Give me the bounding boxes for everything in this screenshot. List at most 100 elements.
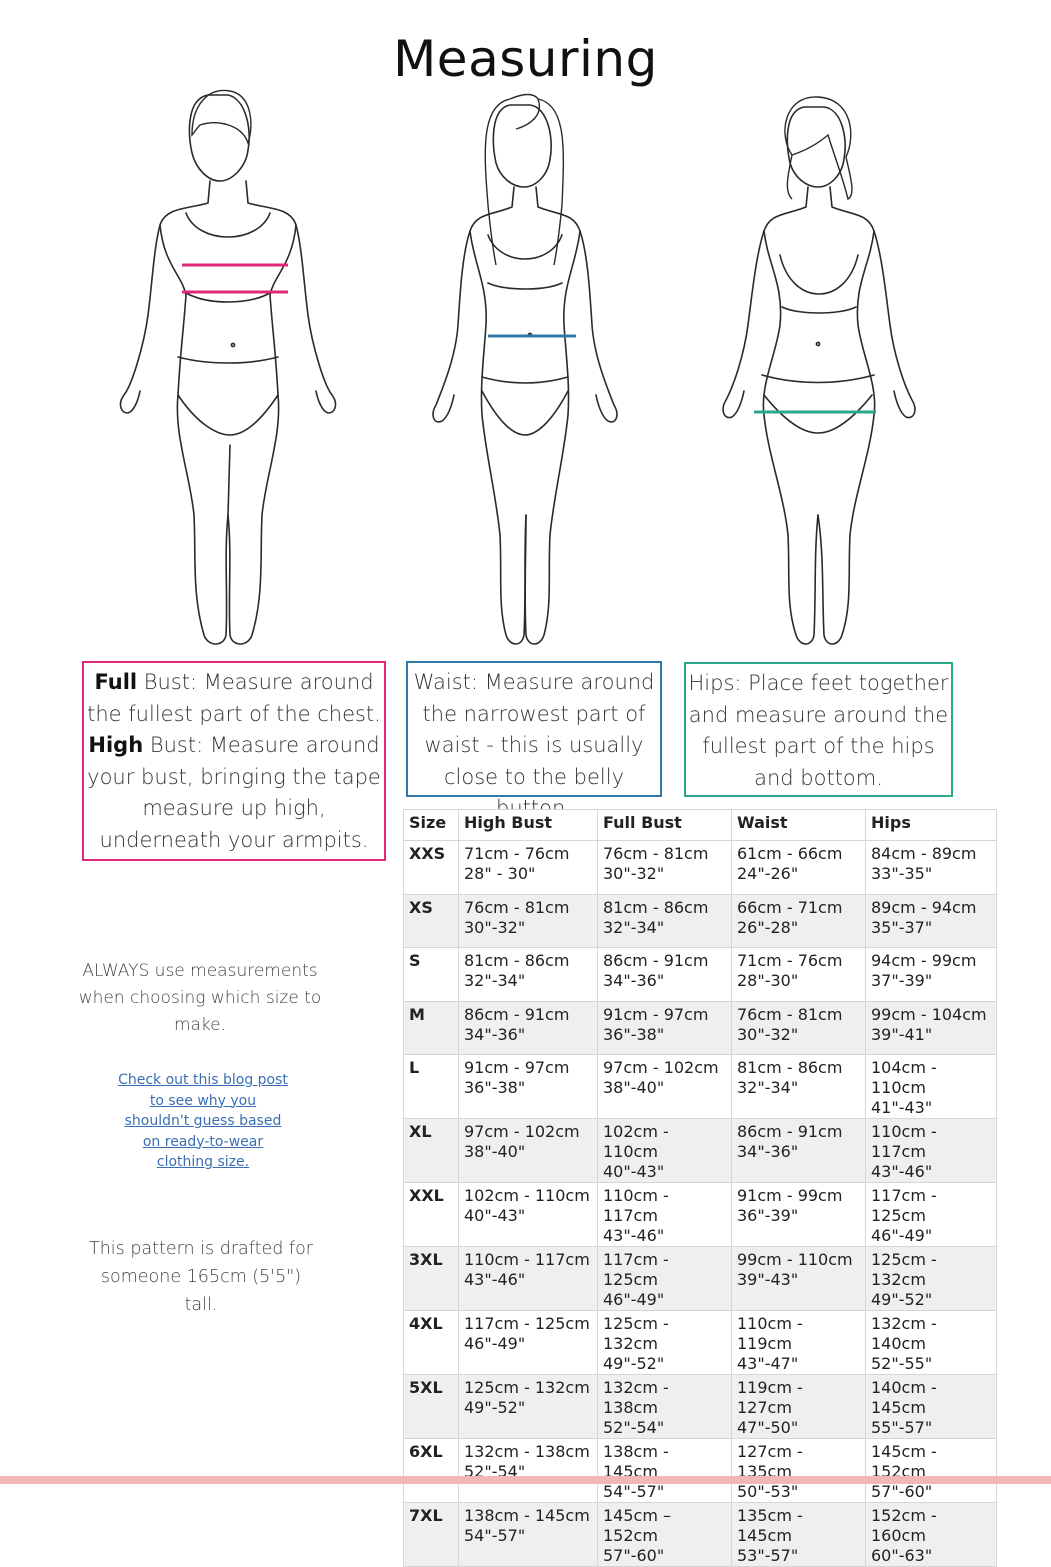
cm-range: 81cm - 86cm [603, 897, 709, 917]
high-bust-cell: 76cm - 81cm 30"-32" [458, 893, 598, 948]
inch-range: 43"-46" [603, 1226, 665, 1245]
waist-cell: 66cm - 71cm 26"-28" [731, 893, 866, 948]
inch-range: 43"-46" [871, 1162, 933, 1181]
full-bust-cell: 125cm - 132cm 49"-52" [597, 1310, 732, 1375]
size-cell: M [403, 1000, 459, 1055]
inch-range: 36"-39" [737, 1206, 799, 1225]
inch-range: 39"-43" [737, 1270, 799, 1289]
inch-range: 57"-60" [603, 1546, 665, 1565]
inch-range: 46"-49" [464, 1334, 526, 1353]
cm-range: 89cm - 94cm [871, 897, 977, 917]
size-cell: XS [403, 893, 459, 948]
inch-range: 32"-34" [737, 1078, 799, 1097]
inch-range: 32"-34" [464, 971, 526, 990]
inch-range: 24"-26" [737, 864, 799, 883]
header-hips: Hips [865, 809, 997, 841]
table-row: XL 97cm - 102cm 38"-40" 102cm - 110cm 40"-… [403, 1118, 997, 1183]
table-row: M 86cm - 91cm 34"-36" 91cm - 97cm 36"-38" … [403, 1000, 997, 1055]
high-bust-cell: 81cm - 86cm 32"-34" [458, 947, 598, 1002]
inch-range: 39"-41" [871, 1024, 933, 1044]
cm-range: 86cm - 91cm [464, 1004, 570, 1024]
inch-range: 38"-40" [603, 1078, 665, 1097]
cm-range: 125cm - 132cm [603, 1314, 669, 1353]
full-bust-text: Bust: Measure around the fullest part of… [87, 670, 381, 726]
high-bust-cell: 86cm - 91cm 34"-36" [458, 1000, 598, 1055]
inch-range: 49"-52" [464, 1398, 526, 1417]
header-high-bust: High Bust [458, 809, 598, 841]
inch-range: 60"-63" [871, 1546, 933, 1565]
high-bust-cell: 110cm - 117cm 43"-46" [458, 1246, 598, 1311]
inch-range: 28" - 30" [464, 864, 536, 883]
cm-range: 71cm - 76cm [737, 951, 843, 970]
inch-range: 52"-54" [603, 1418, 665, 1437]
full-bust-cell: 138cm - 145cm 54"-57" [597, 1438, 732, 1503]
table-row: 3XL 110cm - 117cm 43"-46" 117cm - 125cm 46… [403, 1246, 997, 1311]
size-chart-table: Size High Bust Full Bust Waist Hips XXS … [403, 809, 997, 1567]
size-cell: 4XL [403, 1310, 459, 1375]
full-bust-cell: 81cm - 86cm 32"-34" [597, 893, 732, 948]
waist-cell: 76cm - 81cm 30"-32" [731, 1000, 866, 1055]
cm-range: 91cm - 99cm [737, 1186, 843, 1205]
inch-range: 54"-57" [464, 1526, 526, 1545]
waist-cell: 91cm - 99cm 36"-39" [731, 1182, 866, 1247]
size-cell: 7XL [403, 1502, 459, 1567]
cm-range: 99cm - 110cm [737, 1250, 853, 1269]
cm-range: 132cm - 138cm [603, 1378, 669, 1417]
high-bust-cell: 91cm - 97cm 36"-38" [458, 1054, 598, 1119]
high-bust-cell: 71cm - 76cm 28" - 30" [458, 840, 598, 895]
hips-cell: 132cm - 140cm 52"-55" [865, 1310, 997, 1375]
high-bust-cell: 132cm - 138cm 52"-54" [458, 1438, 598, 1503]
blog-post-link[interactable]: Check out this blog post to see why you … [118, 1072, 288, 1170]
table-row: 5XL 125cm - 132cm 49"-52" 132cm - 138cm 52… [403, 1374, 997, 1439]
header-waist: Waist [731, 809, 866, 841]
cm-range: 99cm - 104cm [871, 1004, 987, 1024]
inch-range: 41"-43" [871, 1098, 933, 1117]
hips-cell: 152cm - 160cm 60"-63" [865, 1502, 997, 1567]
hips-cell: 145cm - 152cm 57"-60" [865, 1438, 997, 1503]
cm-range: 76cm - 81cm [464, 897, 570, 917]
size-cell: L [403, 1054, 459, 1119]
hips-cell: 89cm - 94cm 35"-37" [865, 893, 997, 948]
table-row: 6XL 132cm - 138cm 52"-54" 138cm - 145cm 54… [403, 1438, 997, 1503]
hips-cell: 99cm - 104cm 39"-41" [865, 1000, 997, 1055]
table-row: XS 76cm - 81cm 30"-32" 81cm - 86cm 32"-34"… [403, 893, 997, 948]
waist-cell: 61cm - 66cm 24"-26" [731, 840, 866, 895]
waist-cell: 135cm - 145cm 53"-57" [731, 1502, 866, 1567]
inch-range: 36"-38" [603, 1024, 665, 1044]
cm-range: 86cm - 91cm [603, 951, 709, 970]
cm-range: 132cm - 140cm [871, 1314, 937, 1353]
cm-range: 145cm – 152cm [603, 1506, 672, 1545]
table-row: 7XL 138cm - 145cm 54"-57" 145cm – 152cm 57… [403, 1502, 997, 1567]
cm-range: 140cm - 145cm [871, 1378, 937, 1417]
cm-range: 86cm - 91cm [737, 1122, 843, 1141]
waist-instructions-box: Waist: Measure around the narrowest part… [406, 661, 662, 820]
cm-range: 71cm - 76cm [464, 844, 570, 863]
high-bust-cell: 138cm - 145cm 54"-57" [458, 1502, 598, 1567]
full-bust-label: Full [94, 670, 138, 694]
hips-cell: 104cm - 110cm 41"-43" [865, 1054, 997, 1119]
table-row: S 81cm - 86cm 32"-34" 86cm - 91cm 34"-36" … [403, 947, 997, 1002]
inch-range: 34"-36" [603, 971, 665, 990]
cm-range: 117cm - 125cm [603, 1250, 669, 1289]
waist-cell: 81cm - 86cm 32"-34" [731, 1054, 866, 1119]
cm-range: 104cm - 110cm [871, 1058, 937, 1097]
always-measure-note: ALWAYS use measurements when choosing wh… [78, 961, 322, 1035]
size-cell: 3XL [403, 1246, 459, 1311]
inch-range: 47"-50" [737, 1418, 799, 1437]
inch-range: 35"-37" [871, 917, 933, 937]
cm-range: 138cm - 145cm [464, 1506, 590, 1525]
inch-range: 40"-43" [603, 1162, 665, 1181]
header-full-bust: Full Bust [597, 809, 732, 841]
cm-range: 91cm - 97cm [464, 1058, 570, 1077]
cm-range: 117cm - 125cm [464, 1314, 590, 1333]
table-header-row: Size High Bust Full Bust Waist Hips [403, 809, 997, 841]
pattern-height-note: This pattern is drafted for someone 165c… [89, 1239, 313, 1315]
full-bust-cell: 76cm - 81cm 30"-32" [597, 840, 732, 895]
cm-range: 81cm - 86cm [464, 951, 570, 970]
hips-cell: 94cm - 99cm 37"-39" [865, 947, 997, 1002]
cm-range: 97cm - 102cm [464, 1122, 580, 1141]
cm-range: 110cm - 117cm [871, 1122, 937, 1161]
footer-bar [0, 1476, 1051, 1484]
header-size: Size [403, 809, 459, 841]
size-cell: XL [403, 1118, 459, 1183]
